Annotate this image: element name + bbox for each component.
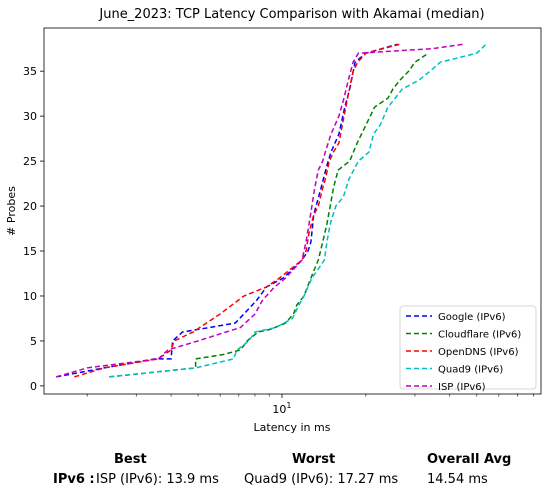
x-tick-label: 101 (272, 401, 291, 416)
y-tick-label: 20 (23, 200, 37, 213)
y-tick-label: 10 (23, 290, 37, 303)
legend-label: OpenDNS (IPv6) (438, 347, 519, 358)
latency-chart: June_2023: TCP Latency Comparison with A… (5, 7, 542, 434)
summary-table: Best Worst Overall Avg IPv6 : ISP (IPv6)… (0, 448, 548, 494)
y-tick-label: 5 (30, 335, 37, 348)
worst-value: Quad9 (IPv6): 17.27 ms (244, 472, 399, 487)
legend-label: ISP (IPv6) (438, 382, 486, 393)
legend: Google (IPv6) Cloudflare (IPv6) OpenDNS (I… (399, 305, 537, 393)
plot-area: 0 5 10 15 20 25 30 35 101 (23, 27, 542, 416)
legend-label: Google (IPv6) (438, 312, 506, 323)
x-axis-label: Latency in ms (254, 421, 331, 434)
legend-label: Cloudflare (IPv6) (438, 330, 521, 341)
overall-avg-value: 14.54 ms (427, 472, 488, 487)
y-tick-label: 15 (23, 245, 37, 258)
series-line-google (56, 43, 398, 378)
plot-frame (43, 27, 542, 395)
best-header: Best (114, 452, 147, 467)
legend-label: Quad9 (IPv6) (438, 365, 503, 376)
series-line-cloudflare (109, 52, 429, 378)
series-line-quad9 (109, 43, 487, 378)
legend-box (399, 305, 537, 390)
chart-title: June_2023: TCP Latency Comparison with A… (98, 7, 484, 22)
series-line-opendns (74, 43, 401, 378)
best-value: ISP (IPv6): 13.9 ms (96, 472, 219, 487)
ipv6-row-label: IPv6 : (53, 472, 95, 487)
y-tick-label: 35 (23, 65, 37, 78)
y-tick-label: 30 (23, 110, 37, 123)
overall-avg-header: Overall Avg (427, 452, 512, 467)
series-line-isp (56, 43, 465, 378)
y-tick-label: 25 (23, 155, 37, 168)
y-tick-label: 0 (30, 380, 37, 393)
worst-header: Worst (292, 452, 336, 467)
y-axis-label: # Probes (5, 186, 18, 236)
